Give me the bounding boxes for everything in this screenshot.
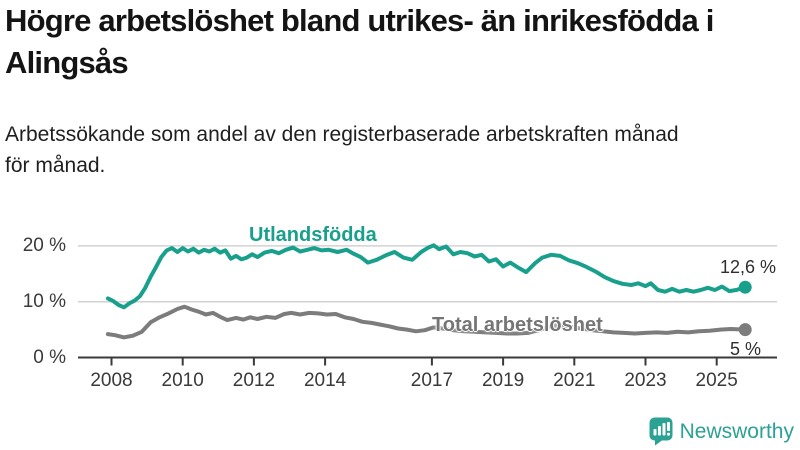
x-axis-tick-label: 2017 (410, 369, 454, 391)
newsworthy-logo-icon (649, 417, 673, 446)
x-axis-tick-label: 2010 (161, 369, 204, 391)
series-line-utlandsf-dda (105, 243, 748, 310)
page-title: Högre arbetslöshet bland utrikes- än inr… (5, 0, 797, 84)
x-axis-tick-label: 2021 (553, 369, 596, 391)
x-axis-tick-label: 2019 (481, 369, 525, 391)
series-label-utlandsfodda: Utlandsfödda (249, 224, 377, 246)
y-axis-tick-label: 0 % (33, 346, 66, 368)
x-axis-tick-label: 2008 (90, 369, 133, 391)
page-title-line2: Alingsås (5, 45, 129, 80)
end-value-label-total: 5 % (730, 339, 762, 359)
x-axis-tick-label: 2023 (624, 369, 667, 391)
series-label-total-arbetsloshet: Total arbetslöshet (432, 314, 603, 336)
x-axis-tick-label: 2025 (695, 369, 738, 391)
x-axis-tick-label: 2014 (303, 369, 347, 391)
chart-subtitle-line1: Arbetssökande som andel av den registerb… (5, 123, 679, 146)
x-axis-tick-label: 2012 (232, 369, 276, 391)
end-value-label-utlandsfodda: 12,6 % (720, 257, 777, 277)
line-chart: 0 % 10 % 20 % 2008 2010 2012 2014 2017 2019 2021 2… (0, 200, 800, 410)
series-end-dot (738, 323, 752, 337)
series-end-dot (738, 280, 752, 294)
y-axis-tick-label: 20 % (22, 234, 66, 256)
line-chart-canvas (78, 243, 777, 366)
chart-subtitle-line2: för månad. (5, 154, 106, 177)
series-line-total-arbetsl-shet (105, 304, 748, 340)
chart-subtitle: Arbetssökande som andel av den registerb… (5, 119, 797, 181)
y-axis-tick-label: 10 % (22, 290, 66, 312)
newsworthy-brand-text: Newsworthy (679, 419, 794, 443)
newsworthy-logo[interactable]: Newsworthy (649, 417, 794, 446)
page-title-line1: Högre arbetslöshet bland utrikes- än inr… (5, 3, 714, 38)
